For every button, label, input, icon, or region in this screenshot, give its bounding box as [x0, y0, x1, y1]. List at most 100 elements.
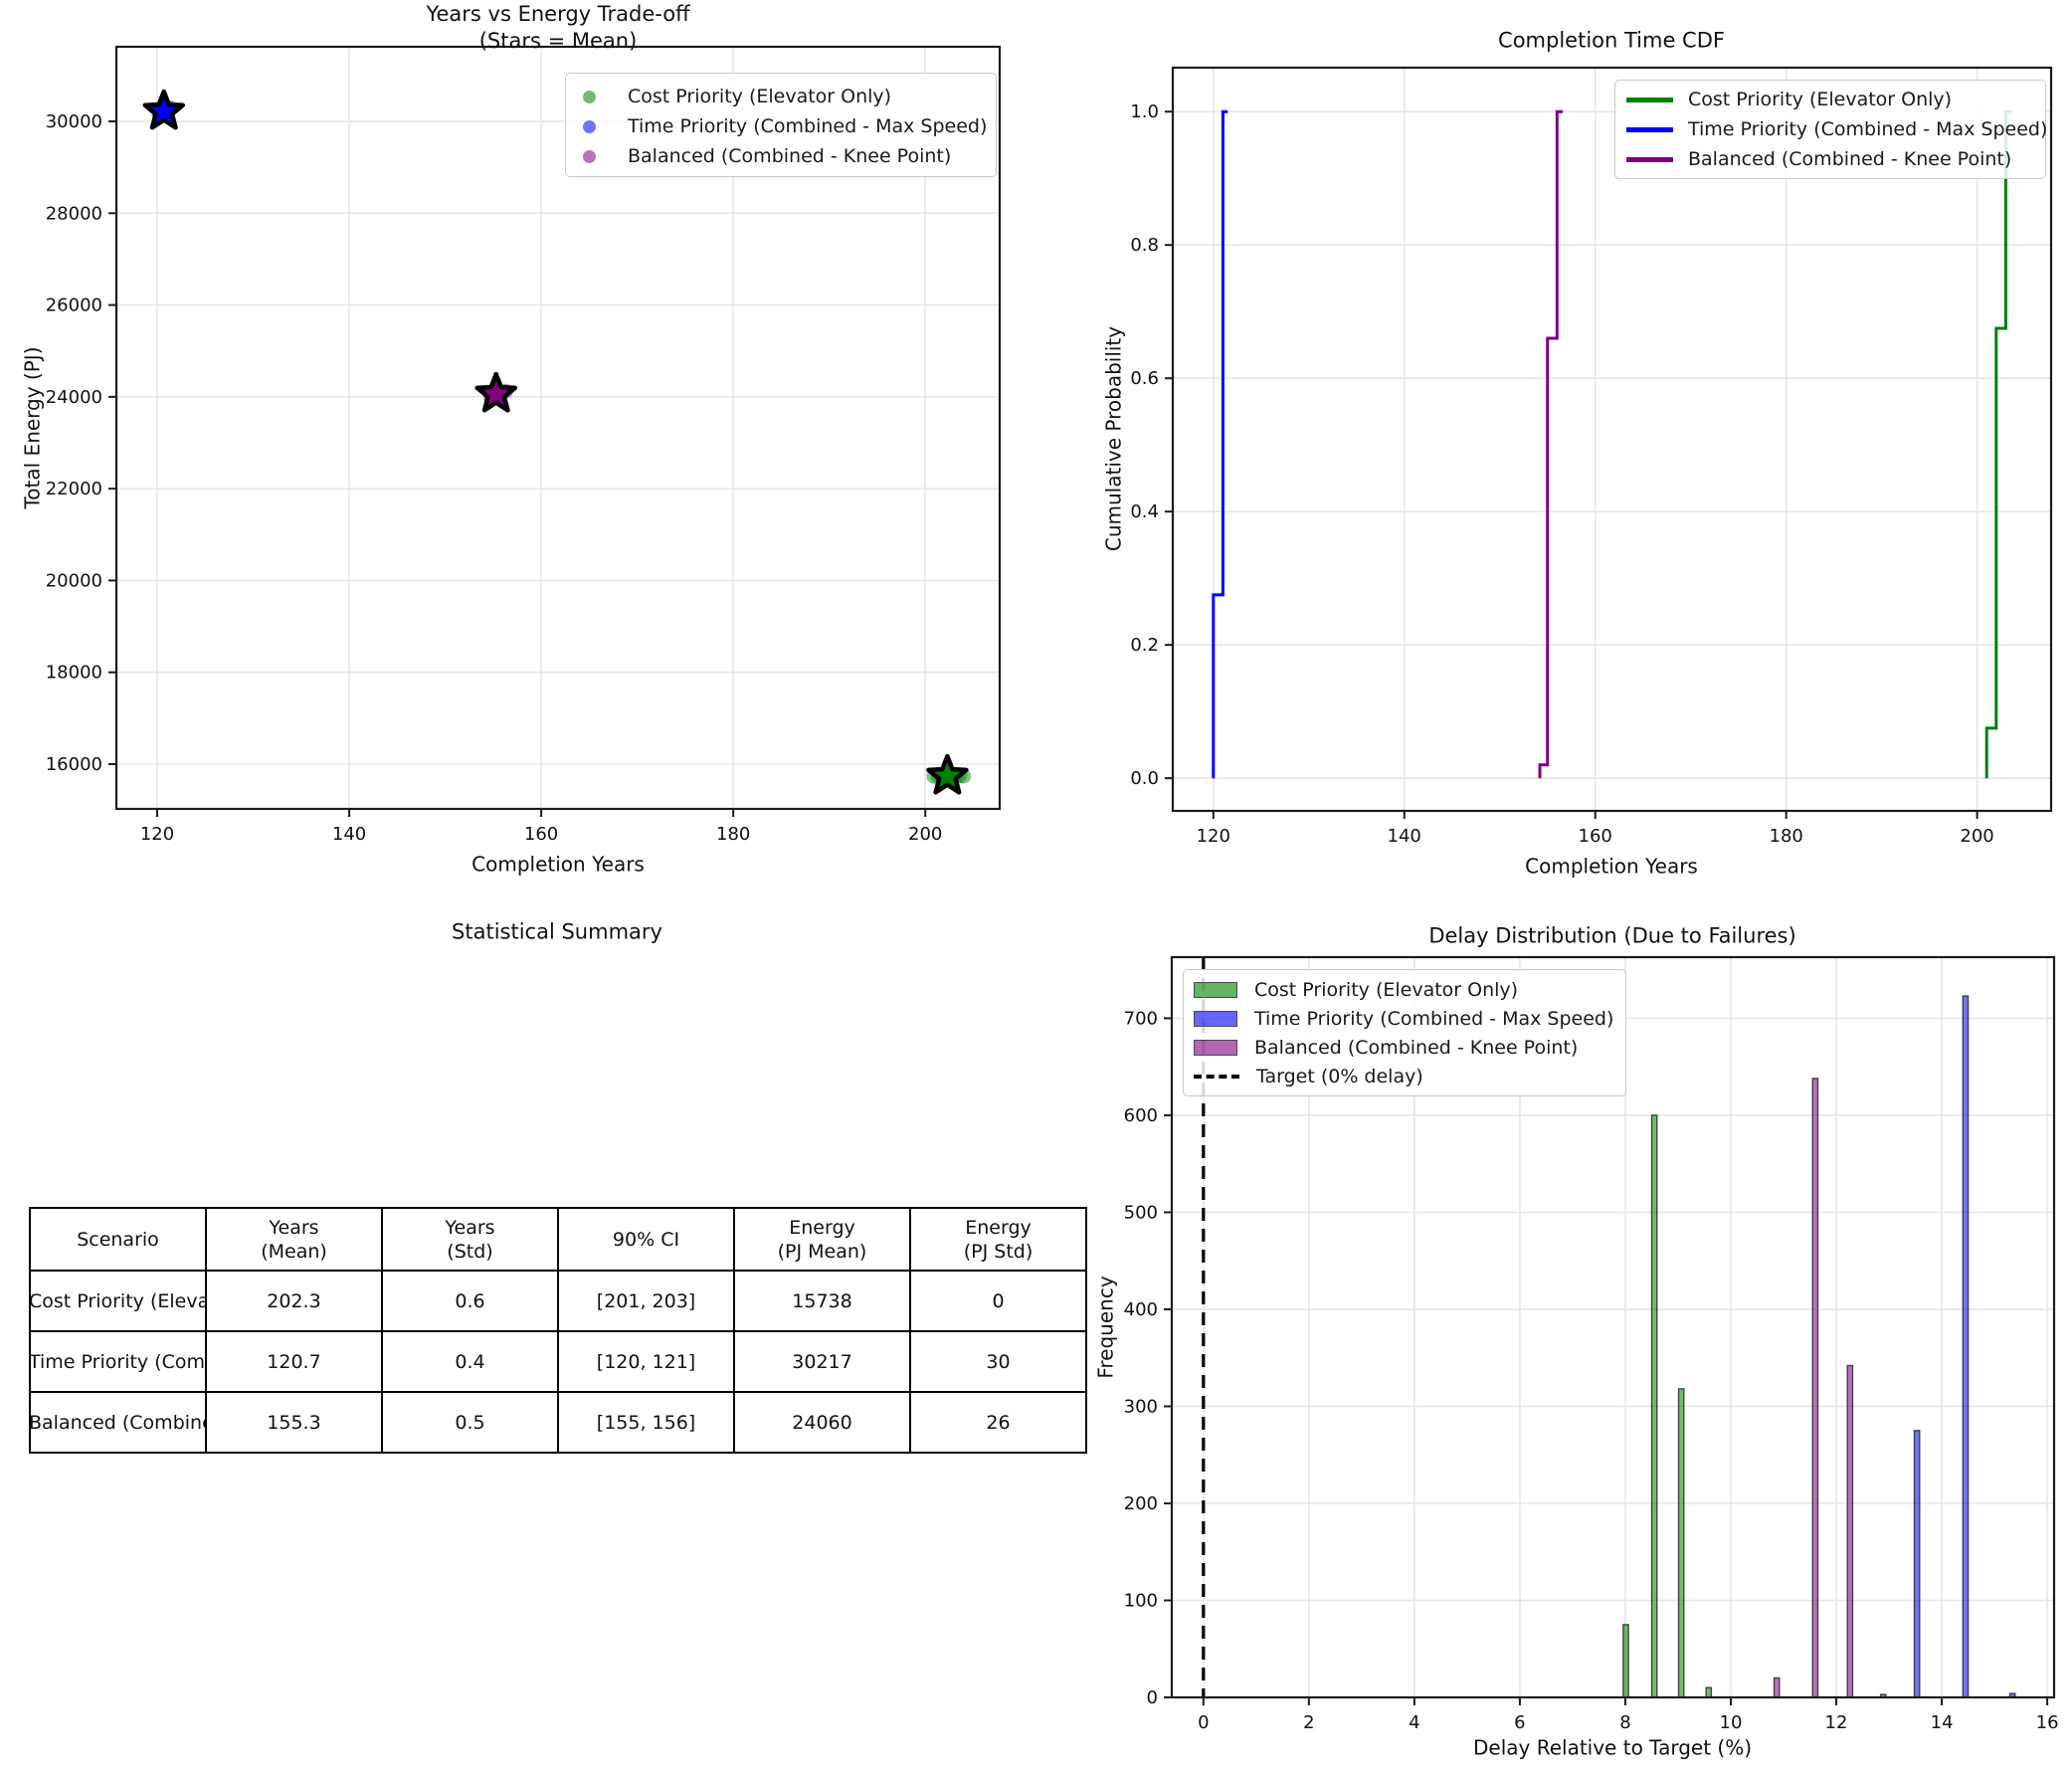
- x-tick-label: 8: [1619, 1712, 1630, 1733]
- col-header-years-mean: Years (Mean): [205, 1207, 383, 1272]
- y-tick-label: 0.8: [1130, 235, 1159, 256]
- scatter-plot: 120 140 160 180 200 16000 18000 20000 22000 24000…: [46, 45, 1002, 845]
- scatter-xlabel: Completion Years: [471, 852, 645, 877]
- histogram-bar: [1773, 1676, 1781, 1698]
- x-tick-label: 0: [1198, 1712, 1209, 1733]
- hist-ylabel: Frequency: [1093, 1276, 1118, 1379]
- legend-item-time: Time Priority (Combined - Max Speed): [566, 111, 996, 141]
- mean-star-marker: [474, 371, 518, 413]
- legend-label: Balanced (Combined - Knee Point): [1688, 148, 2012, 170]
- cdf-xlabel: Completion Years: [1525, 854, 1698, 879]
- y-tick-label: 0.6: [1130, 368, 1159, 389]
- x-tick-label: 6: [1514, 1712, 1525, 1733]
- y-tick-label: 20000: [46, 570, 102, 591]
- histogram-bar: [1650, 1114, 1658, 1698]
- hist-legend: Cost Priority (Elevator Only) Time Prior…: [1183, 969, 1626, 1096]
- scenario-label: Cost Priority (Elevator Only): [30, 1289, 204, 1312]
- energy-mean-cell: 15738: [733, 1270, 911, 1332]
- y-tick-label: 28000: [46, 203, 102, 224]
- legend-item-time: Time Priority (Combined - Max Speed): [1184, 1004, 1625, 1033]
- histogram-bar: [1811, 1078, 1819, 1698]
- x-tick-label: 16: [2036, 1712, 2059, 1733]
- table-row: Balanced (Combined - Knee Point) 155.3 0…: [29, 1391, 1087, 1454]
- cdf-title: Completion Time CDF: [1498, 28, 1725, 53]
- scenario-cell: Balanced (Combined - Knee Point): [29, 1391, 207, 1454]
- table-row: Time Priority (Combined - Max Speed) 120…: [29, 1330, 1087, 1393]
- years-std-cell: 0.5: [381, 1391, 559, 1454]
- years-std-cell: 0.4: [381, 1330, 559, 1393]
- legend-item-balanced: Balanced (Combined - Knee Point): [1615, 144, 2045, 174]
- legend-item-time: Time Priority (Combined - Max Speed): [1615, 114, 2048, 144]
- y-tick-label: 200: [1124, 1493, 1158, 1514]
- x-tick-label: 12: [1825, 1712, 1848, 1733]
- years-std-cell: 0.6: [381, 1270, 559, 1332]
- cost-dot-marker-icon: [583, 90, 596, 103]
- mean-star-marker: [926, 753, 969, 795]
- scenario-label: Balanced (Combined - Knee Point): [30, 1411, 204, 1434]
- balanced-dot-marker-icon: [583, 149, 596, 163]
- scatter-title: Years vs Energy Trade-off (Stars = Mean): [426, 2, 690, 53]
- balanced-line-swatch-icon: [1626, 156, 1673, 162]
- ci-cell: [155, 156]: [557, 1391, 735, 1454]
- x-tick-label: 120: [1197, 826, 1230, 847]
- y-tick-label: 600: [1124, 1105, 1158, 1126]
- y-tick-label: 30000: [46, 111, 102, 132]
- years-mean-cell: 120.7: [205, 1330, 383, 1393]
- legend-label: Cost Priority (Elevator Only): [628, 86, 892, 107]
- y-tick-label: 500: [1124, 1203, 1158, 1224]
- y-tick-label: 26000: [46, 296, 102, 316]
- col-header-ci: 90% CI: [557, 1207, 735, 1272]
- time-line-swatch-icon: [1626, 126, 1673, 132]
- x-tick-label: 160: [524, 824, 558, 845]
- energy-mean-cell: 24060: [733, 1391, 911, 1454]
- y-tick-label: 0: [1147, 1687, 1158, 1708]
- hist-title: Delay Distribution (Due to Failures): [1428, 923, 1796, 948]
- legend-item-cost: Cost Priority (Elevator Only): [1184, 975, 1625, 1004]
- cdf-step-line: [1212, 109, 1228, 779]
- col-header-energy-std: Energy (PJ Std): [909, 1207, 1087, 1272]
- y-tick-label: 16000: [46, 754, 102, 775]
- x-tick-label: 10: [1720, 1712, 1743, 1733]
- y-tick-label: 0.4: [1130, 501, 1159, 522]
- table-header-row: Scenario Years (Mean) Years (Std) 90% CI…: [29, 1207, 1087, 1272]
- histogram-bar: [1913, 1430, 1921, 1698]
- legend-label: Balanced (Combined - Knee Point): [1254, 1036, 1579, 1059]
- summary-table: Scenario Years (Mean) Years (Std) 90% CI…: [29, 1207, 1087, 1454]
- legend-label: Time Priority (Combined - Max Speed): [1688, 118, 2048, 140]
- y-tick-label: 300: [1124, 1397, 1158, 1418]
- legend-item-cost: Cost Priority (Elevator Only): [1615, 85, 2045, 114]
- legend-label: Time Priority (Combined - Max Speed): [1254, 1007, 1614, 1030]
- y-tick-label: 100: [1124, 1591, 1158, 1612]
- y-tick-label: 22000: [46, 479, 102, 499]
- x-tick-label: 140: [1388, 826, 1421, 847]
- x-tick-label: 180: [716, 824, 750, 845]
- axes-frame: [114, 45, 1002, 811]
- y-tick-label: 0.2: [1130, 635, 1159, 656]
- x-tick-label: 200: [1960, 826, 1993, 847]
- cdf-plot: 120 140 160 180 200 0.0 0.2 0.4 0.6 0.8 1.0: [1130, 66, 2053, 847]
- hist-xlabel: Delay Relative to Target (%): [1473, 1735, 1752, 1760]
- scenario-cell: Cost Priority (Elevator Only): [29, 1270, 207, 1332]
- time-patch-swatch-icon: [1194, 1010, 1237, 1027]
- col-header-years-std: Years (Std): [381, 1207, 559, 1272]
- cost-line-swatch-icon: [1626, 97, 1673, 102]
- time-dot-marker-icon: [583, 119, 596, 133]
- cost-patch-swatch-icon: [1194, 981, 1237, 998]
- ci-cell: [201, 203]: [557, 1270, 735, 1332]
- scenario-label: Time Priority (Combined - Max Speed): [30, 1350, 206, 1373]
- histogram-bar: [1962, 995, 1970, 1698]
- histogram-bar: [1846, 1364, 1854, 1698]
- legend-label: Balanced (Combined - Knee Point): [628, 145, 952, 167]
- cdf-ylabel: Cumulative Probability: [1101, 325, 1126, 552]
- years-mean-cell: 155.3: [205, 1391, 383, 1454]
- legend-label: Cost Priority (Elevator Only): [1254, 978, 1519, 1001]
- legend-item-balanced: Balanced (Combined - Knee Point): [566, 141, 996, 171]
- energy-std-cell: 26: [909, 1391, 1087, 1454]
- legend-item-balanced: Balanced (Combined - Knee Point): [1184, 1033, 1625, 1062]
- balanced-patch-swatch-icon: [1194, 1039, 1237, 1056]
- col-header-energy-mean: Energy (PJ Mean): [733, 1207, 911, 1272]
- x-tick-label: 2: [1303, 1712, 1314, 1733]
- y-tick-label: 700: [1124, 1008, 1158, 1029]
